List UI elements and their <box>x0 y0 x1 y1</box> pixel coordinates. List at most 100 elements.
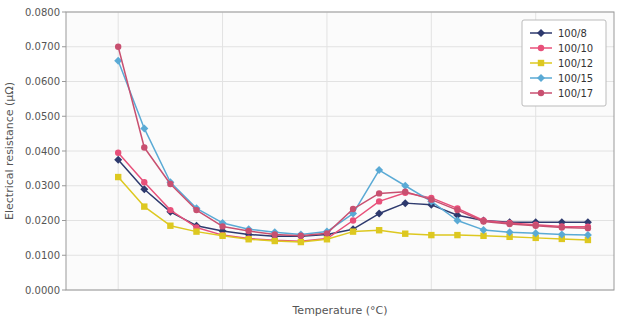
point <box>193 207 199 213</box>
point <box>350 206 356 212</box>
legend-marker <box>538 90 544 96</box>
legend-box <box>522 20 606 106</box>
point <box>454 207 460 213</box>
point <box>402 188 408 194</box>
point <box>272 231 278 237</box>
point <box>167 207 173 213</box>
point <box>141 203 147 209</box>
legend-marker <box>538 45 544 51</box>
point <box>428 232 434 238</box>
y-tick <box>62 116 66 117</box>
y-tick-label: 0.0000 <box>25 285 60 296</box>
point <box>219 223 225 229</box>
y-tick <box>62 12 66 13</box>
y-axis: 0.0000 0.0100 0.0200 0.0300 0.0400 0.0500 0.06… <box>25 7 66 296</box>
y-tick <box>62 220 66 221</box>
point <box>167 181 173 187</box>
legend-label: 100/15 <box>558 73 593 84</box>
point <box>506 218 514 226</box>
series <box>114 57 592 239</box>
point <box>115 174 121 180</box>
plot-area <box>114 44 592 246</box>
point <box>219 233 225 239</box>
y-tick-label: 0.0200 <box>25 215 60 226</box>
point <box>375 166 383 174</box>
y-tick-label: 0.0400 <box>25 146 60 157</box>
y-tick-label: 0.0800 <box>25 7 60 18</box>
series <box>115 174 591 245</box>
y-tick <box>62 151 66 152</box>
point <box>193 228 199 234</box>
point <box>558 230 566 238</box>
chart: 0.0000 0.0100 0.0200 0.0300 0.0400 0.0500 0.06… <box>0 0 626 322</box>
y-tick-label: 0.0700 <box>25 41 60 52</box>
point <box>453 217 461 225</box>
y-tick <box>62 81 66 82</box>
plot-frame <box>66 12 614 290</box>
point <box>480 218 486 224</box>
point <box>376 227 382 233</box>
legend-label: 100/8 <box>558 28 587 39</box>
series-line <box>118 61 588 235</box>
point <box>115 150 121 156</box>
x-axis-label: Temperature (°C) <box>292 304 388 317</box>
point <box>140 124 148 132</box>
y-tick <box>62 290 66 291</box>
x-grid-line <box>222 12 223 290</box>
point <box>375 210 383 218</box>
point <box>324 236 330 242</box>
legend-marker <box>538 60 544 66</box>
point <box>376 190 382 196</box>
point <box>376 198 382 204</box>
y-tick-label: 0.0300 <box>25 180 60 191</box>
y-tick-label: 0.0500 <box>25 111 60 122</box>
y-grid-line <box>66 151 614 152</box>
point <box>584 231 592 239</box>
point <box>480 226 488 234</box>
point <box>141 144 147 150</box>
point <box>298 233 304 239</box>
point <box>480 217 488 225</box>
point <box>297 230 305 238</box>
legend-label: 100/17 <box>558 88 593 99</box>
legend-marker <box>537 29 545 37</box>
point <box>272 237 278 243</box>
point <box>350 217 356 223</box>
y-axis-label: Electrical resistance (μΩ) <box>3 82 16 220</box>
point <box>324 230 330 236</box>
point <box>585 225 591 231</box>
legend: 100/8 100/10 100/12 100/15 100/17 <box>522 20 606 106</box>
point <box>167 223 173 229</box>
point <box>245 228 251 234</box>
point <box>272 238 278 244</box>
series-line <box>118 47 588 236</box>
y-tick-label: 0.0600 <box>25 76 60 87</box>
point <box>532 229 540 237</box>
point <box>402 231 408 237</box>
point <box>245 236 251 242</box>
point <box>298 238 304 244</box>
point <box>454 232 460 238</box>
legend-marker <box>537 74 545 82</box>
legend-label: 100/10 <box>558 43 593 54</box>
point <box>428 196 434 202</box>
grid <box>66 12 614 290</box>
point <box>298 239 304 245</box>
point <box>141 179 147 185</box>
point <box>559 224 565 230</box>
point <box>219 232 225 238</box>
point <box>350 228 356 234</box>
legend-label: 100/12 <box>558 58 593 69</box>
point <box>506 228 514 236</box>
series <box>115 150 591 245</box>
point <box>401 199 409 207</box>
point <box>140 185 148 193</box>
series-line <box>118 153 588 242</box>
x-grid-line <box>431 12 432 290</box>
point <box>245 235 251 241</box>
y-tick-label: 0.0100 <box>25 250 60 261</box>
point <box>506 221 512 227</box>
point <box>533 223 539 229</box>
y-grid-line <box>66 255 614 256</box>
plot-background <box>66 12 614 290</box>
